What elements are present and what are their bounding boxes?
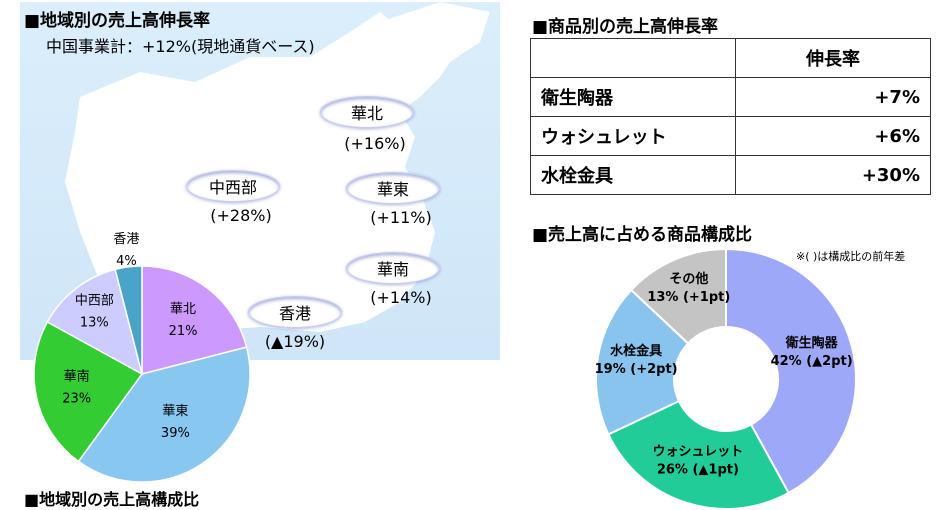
product-growth-table: 伸長率 衛生陶器 +7% ウォシュレット +6% 水栓金具 +30% (530, 38, 931, 195)
region-growth-hongkong: (▲19%) (264, 332, 326, 351)
pie-slice (46, 268, 144, 376)
region-name: 華南 (376, 260, 409, 279)
region-pill-huabei: 華北 (320, 96, 414, 128)
pie-value-label: 21% (169, 324, 198, 339)
region-pill-hongkong: 香港 (248, 296, 342, 328)
product-composition-donut: 衛生陶器 42% (▲2pt) ウォシュレット 26% (▲1pt) 水栓金具 19% (… (595, 250, 857, 509)
product-growth: +30% (735, 155, 931, 195)
table-row: 水栓金具 +30% (530, 155, 931, 195)
product-growth-heading: ■商品別の売上高伸長率 (532, 17, 719, 37)
product-growth: +7% (735, 77, 931, 117)
region-name: 華東 (376, 180, 409, 199)
donut-slice (629, 250, 727, 345)
region-name: 香港 (278, 304, 311, 323)
donut-value-label: 13% (+1pt) (647, 290, 730, 305)
donut-slice (595, 288, 690, 436)
pie-slice (141, 265, 248, 375)
donut-value-label: 42% (▲2pt) (771, 354, 853, 369)
region-growth-zhongxi: (+28%) (210, 206, 272, 225)
pie-category-label: 華南 (64, 369, 90, 385)
donut-category-label: その他 (669, 271, 708, 287)
donut-category-label: ウォシュレット (653, 445, 744, 460)
region-growth-huanan: (+14%) (370, 288, 432, 307)
donut-category-label: 衛生陶器 (785, 335, 839, 351)
pie-value-label: 4% (116, 254, 137, 269)
china-total-subtitle: 中国事業計：+12%(現地通貨ベース) (46, 37, 315, 56)
pie-slice (77, 346, 251, 483)
region-pill-huadong: 華東 (346, 172, 440, 204)
table-header-row: 伸長率 (530, 38, 931, 78)
product-composition-heading: ■売上高に占める商品構成比 (532, 225, 753, 245)
product-name: 衛生陶器 (530, 77, 736, 117)
pie-value-label: 39% (161, 426, 190, 441)
region-composition-pie: 華北 21% 華東 39% 華南 23% 中西部 13% 香港 4% (33, 232, 251, 483)
donut-value-label: 19% (+2pt) (595, 362, 678, 377)
pie-value-label: 13% (80, 316, 109, 331)
region-name: 中西部 (208, 178, 257, 197)
table-header-growth: 伸長率 (735, 38, 931, 78)
table-header-blank (530, 38, 736, 78)
donut-note: ※( )は構成比の前年差 (796, 250, 906, 263)
table-row: 衛生陶器 +7% (530, 77, 931, 117)
region-composition-heading: ■地域別の売上高構成比 (24, 490, 200, 509)
product-name: 水栓金具 (530, 155, 736, 195)
pie-category-label: 華北 (170, 302, 196, 317)
product-growth: +6% (735, 116, 931, 156)
region-name: 華北 (350, 104, 383, 123)
pie-category-label: 香港 (113, 232, 139, 247)
region-pill-zhongxi: 中西部 (186, 170, 280, 202)
pie-category-label: 華東 (162, 403, 188, 419)
donut-category-label: 水栓金具 (610, 343, 662, 359)
region-growth-heading: ■地域別の売上高伸長率 (24, 11, 211, 31)
region-pill-huanan: 華南 (346, 252, 440, 284)
product-name: ウォシュレット (530, 116, 736, 156)
region-growth-huabei: (+16%) (344, 134, 406, 153)
table-row: ウォシュレット +6% (530, 116, 931, 156)
region-growth-huadong: (+11%) (370, 208, 432, 227)
donut-value-label: 26% (▲1pt) (657, 463, 739, 478)
pie-category-label: 中西部 (75, 294, 114, 309)
pie-slice (33, 320, 144, 463)
donut-slice (725, 250, 857, 495)
pie-slice (114, 265, 143, 375)
pie-value-label: 23% (62, 392, 91, 407)
